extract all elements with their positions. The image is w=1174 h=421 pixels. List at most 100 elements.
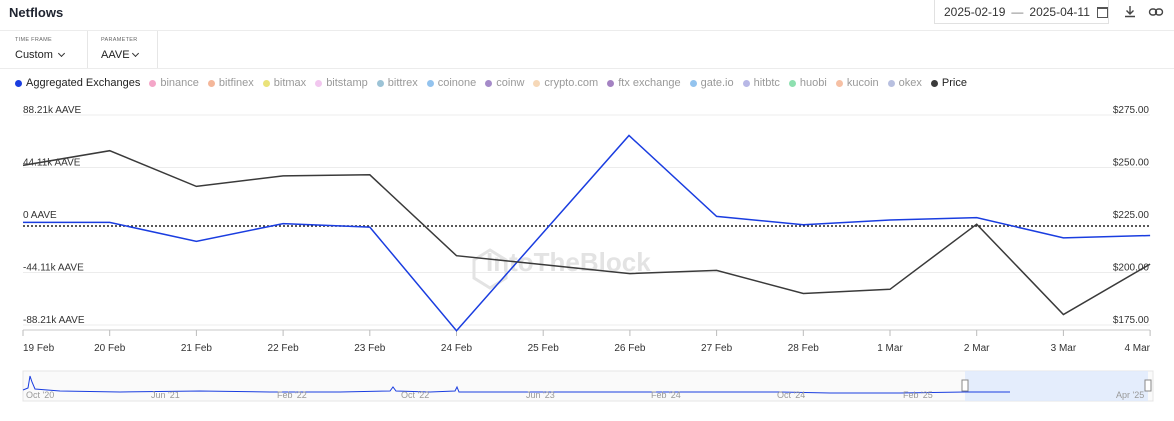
navigator-label: Jun '21	[151, 390, 180, 400]
x-tick-label: 4 Mar	[1124, 343, 1150, 354]
link-icon[interactable]	[1148, 4, 1164, 20]
x-tick-label: 1 Mar	[877, 343, 903, 354]
x-tick-label: 27 Feb	[701, 343, 733, 354]
chevron-down-icon	[57, 49, 65, 58]
legend-item[interactable]: bittrex	[376, 77, 418, 89]
navigator-line	[22, 375, 1010, 394]
legend-item[interactable]: binance	[149, 77, 199, 89]
legend-item[interactable]: bitmax	[262, 77, 307, 89]
x-tick-label: 2 Mar	[964, 343, 990, 354]
x-tick-label: 23 Feb	[354, 343, 386, 354]
right-tick-label: $200.00	[1113, 263, 1150, 274]
legend-item[interactable]: huobi	[788, 77, 827, 89]
navigator-selection	[965, 371, 1148, 401]
chart-title: Netflows	[9, 5, 64, 20]
legend-dot-icon	[149, 79, 157, 87]
parameters-bar: TIME FRAME Custom PARAMETER AAVE	[0, 31, 1174, 69]
legend-label: gate.io	[700, 77, 734, 89]
navigator-label: Oct '22	[401, 390, 429, 400]
legend-item[interactable]: crypto.com	[533, 77, 598, 89]
navigator-handle[interactable]	[961, 379, 969, 392]
legend-dot-icon	[376, 79, 384, 87]
legend-dot-icon	[262, 79, 270, 87]
legend-dot-icon	[15, 79, 22, 87]
legend-dot-icon	[742, 79, 750, 87]
legend-item[interactable]: Aggregated Exchanges	[15, 77, 140, 89]
legend-item[interactable]: coinone	[426, 77, 477, 89]
x-tick-label: 28 Feb	[788, 343, 820, 354]
legend-dot-icon	[930, 79, 938, 87]
x-tick-label: 21 Feb	[181, 343, 213, 354]
x-tick-label: 3 Mar	[1051, 343, 1077, 354]
legend-item[interactable]: bitfinex	[207, 77, 254, 89]
legend-label: ftx exchange	[618, 77, 681, 89]
legend-label: bitstamp	[326, 77, 368, 89]
x-tick-label: 22 Feb	[268, 343, 300, 354]
left-tick-label: 44.11k AAVE	[23, 157, 81, 168]
legend-dot-icon	[689, 79, 697, 87]
legend-label: Aggregated Exchanges	[26, 77, 141, 89]
legend-label: hitbtc	[753, 77, 780, 89]
legend-dot-icon	[485, 79, 493, 87]
navigator-label: Oct '20	[26, 390, 54, 400]
right-tick-label: $275.00	[1113, 105, 1150, 116]
chart-legend: Aggregated Exchanges binance bitfinex bitma…	[15, 75, 976, 91]
legend-label: coinw	[496, 77, 525, 89]
x-tick-label: 26 Feb	[614, 343, 646, 354]
watermark-logo	[472, 248, 508, 290]
legend-item[interactable]: gate.io	[689, 77, 734, 89]
legend-dot-icon	[533, 79, 541, 87]
legend-label: binance	[160, 77, 199, 89]
download-icon[interactable]	[1122, 4, 1138, 20]
legend-dot-icon	[887, 79, 895, 87]
legend-dot-icon	[426, 79, 434, 87]
left-tick-label: -88.21k AAVE	[23, 315, 85, 326]
legend-dot-icon	[835, 79, 843, 87]
legend-label: okex	[898, 77, 922, 89]
right-tick-label: $225.00	[1113, 210, 1150, 221]
x-tick-label: 19 Feb	[23, 343, 55, 354]
legend-item[interactable]: okex	[887, 77, 922, 89]
left-tick-label: 88.21k AAVE	[23, 105, 82, 116]
date-from: 2025-02-19	[944, 4, 1006, 19]
navigator-handle[interactable]	[1144, 379, 1152, 392]
date-separator: —	[1011, 4, 1024, 19]
parameter-label: PARAMETER	[101, 37, 138, 43]
series-line	[23, 134, 1151, 332]
navigator-label: Feb '24	[651, 390, 681, 400]
parameter-value: AAVE	[101, 49, 139, 61]
legend-label: bitmax	[273, 77, 307, 89]
x-tick-label: 20 Feb	[94, 343, 126, 354]
legend-item[interactable]: coinw	[485, 77, 524, 89]
left-tick-label: -44.11k AAVE	[23, 263, 84, 274]
divider	[157, 31, 158, 68]
x-tick-label: 24 Feb	[441, 343, 473, 354]
legend-label: bittrex	[387, 77, 418, 89]
netflows-chart: 88.21k AAVE 44.11k AAVE 0 AAVE -44.11k AAVE…	[22, 105, 1154, 402]
navigator-label: Oct '24	[777, 390, 805, 400]
legend-label: kucoin	[846, 77, 879, 89]
right-tick-label: $175.00	[1113, 315, 1150, 326]
date-range-picker[interactable]: 2025-02-19 — 2025-04-11	[934, 0, 1109, 24]
series-line	[22, 149, 1151, 316]
legend-label: huobi	[799, 77, 827, 89]
legend-item[interactable]: Price	[930, 77, 967, 89]
legend-label: coinone	[437, 77, 477, 89]
date-to: 2025-04-11	[1029, 4, 1090, 19]
time-frame-value: Custom	[15, 49, 65, 61]
calendar-icon	[1096, 7, 1108, 18]
left-tick-label: 0 AAVE	[23, 210, 57, 221]
legend-item[interactable]: kucoin	[835, 77, 879, 89]
legend-dot-icon	[315, 79, 323, 87]
legend-label: Price	[941, 77, 967, 89]
legend-item[interactable]: bitstamp	[315, 77, 368, 89]
chevron-down-icon	[131, 49, 139, 58]
legend-label: bitfinex	[218, 77, 254, 89]
legend-item[interactable]: hitbtc	[742, 77, 780, 89]
legend-dot-icon	[788, 79, 796, 87]
right-tick-label: $250.00	[1113, 158, 1150, 169]
legend-label: crypto.com	[544, 77, 599, 89]
legend-item[interactable]: ftx exchange	[607, 77, 681, 89]
top-bar: Netflows 2025-02-19 — 2025-04-11	[0, 0, 1174, 31]
navigator-label: Jun '23	[526, 390, 555, 400]
